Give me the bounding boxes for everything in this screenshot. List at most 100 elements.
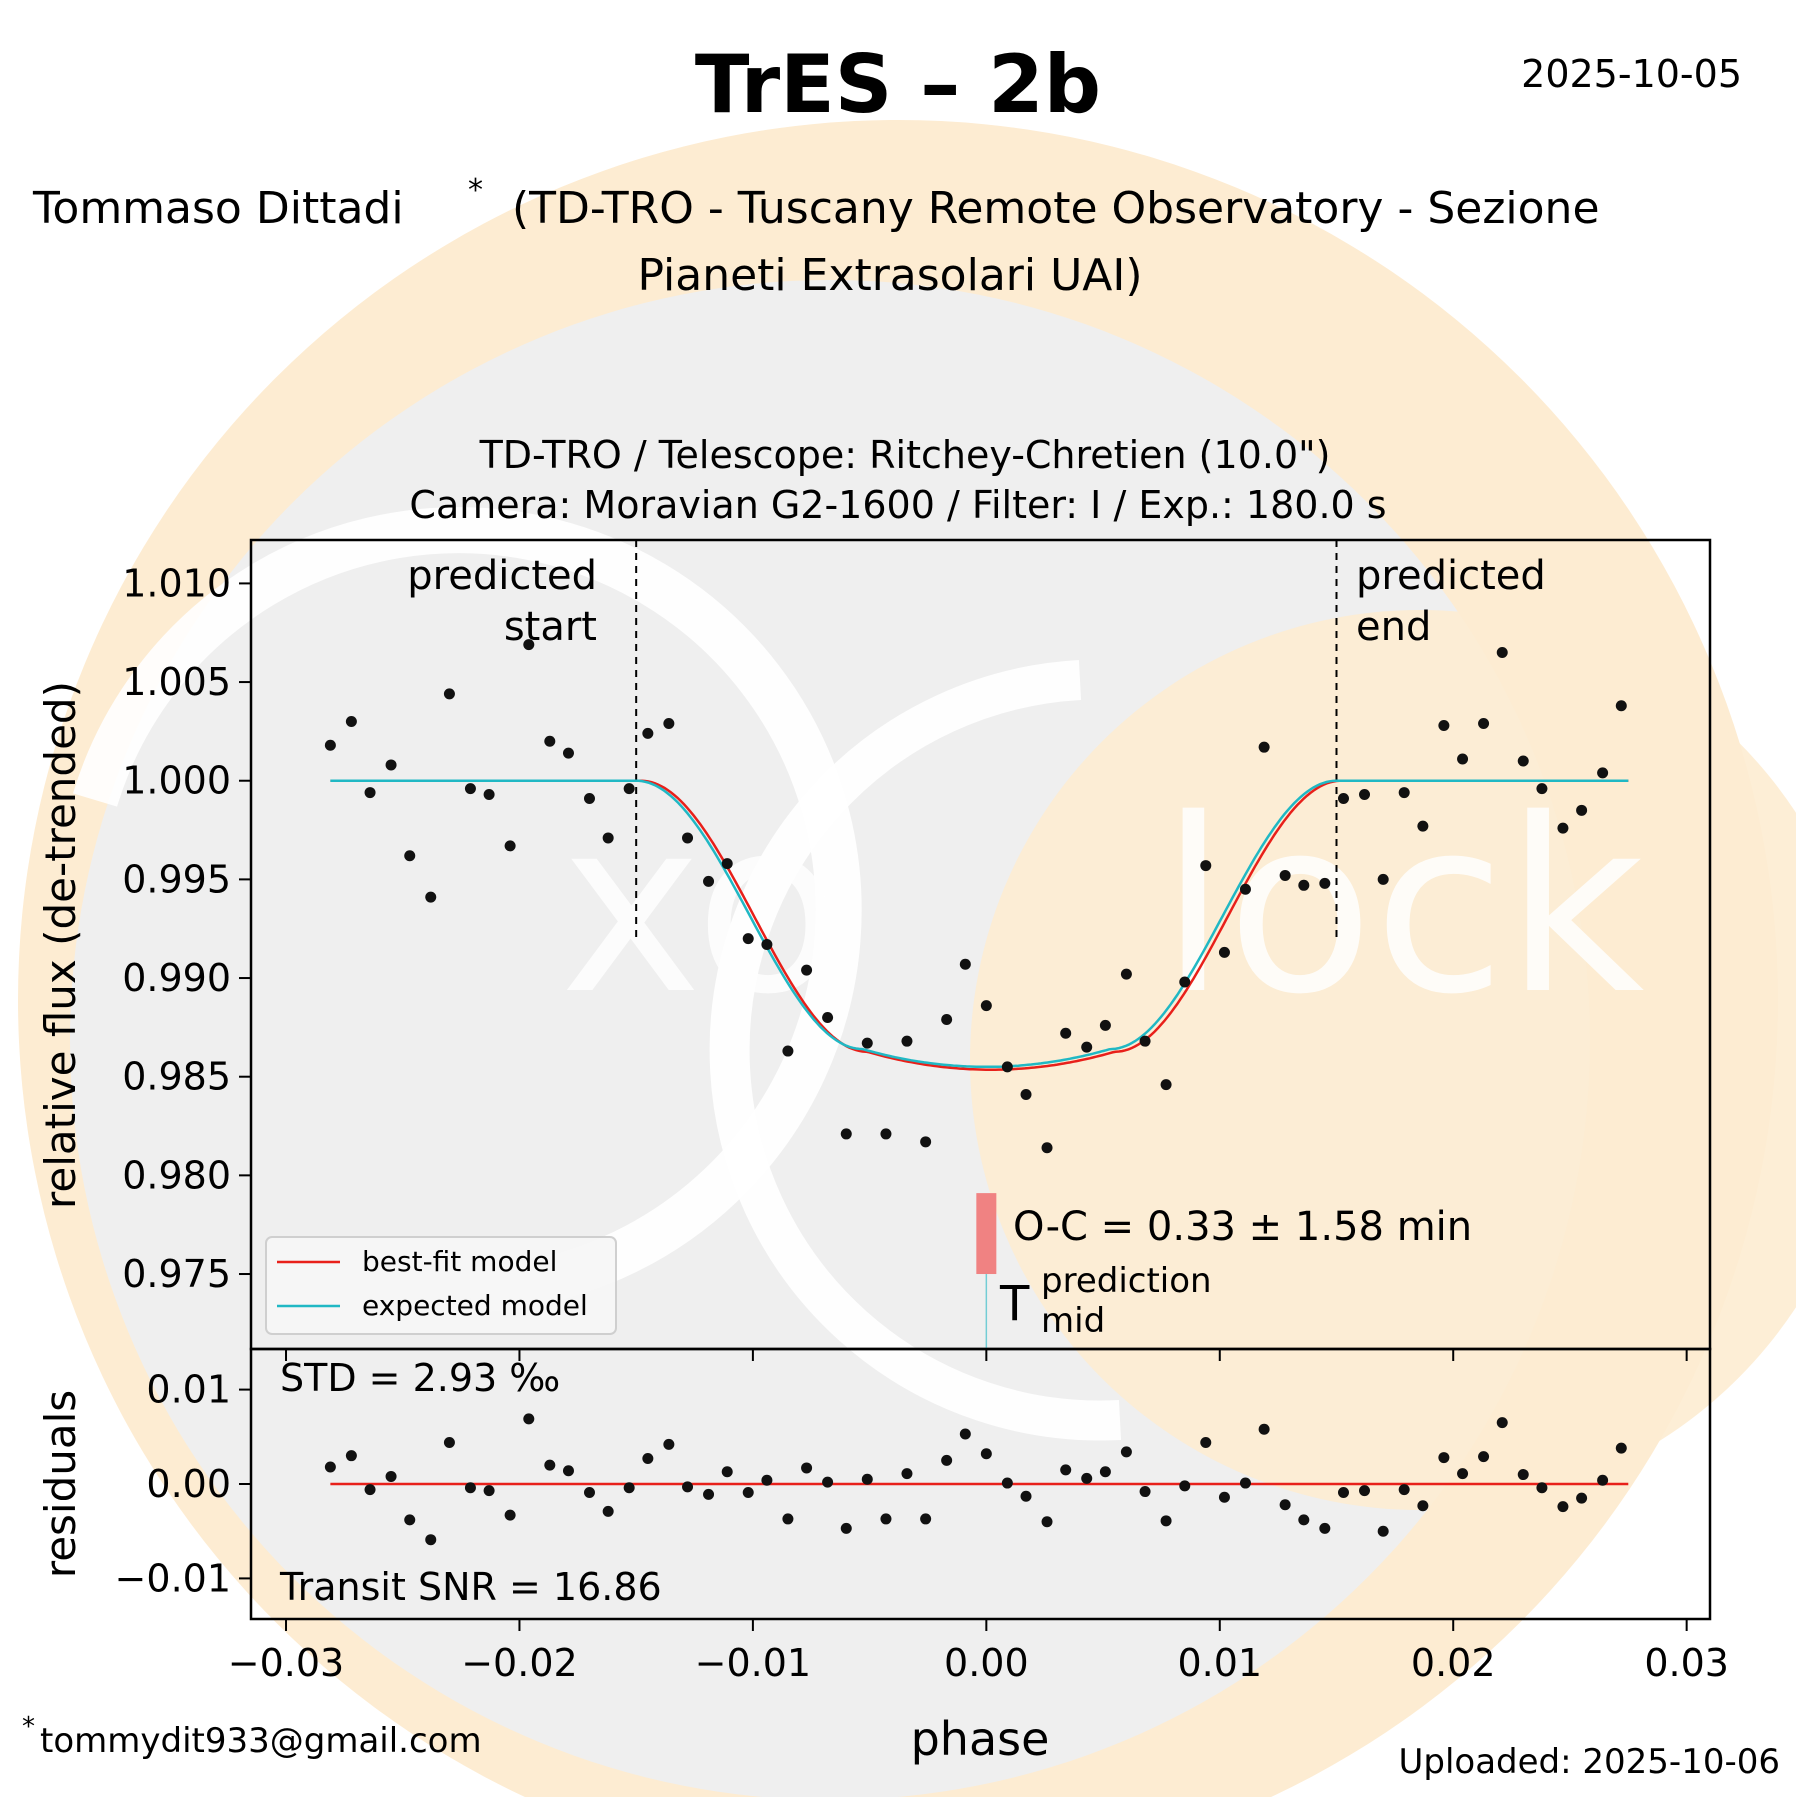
flux-point: [801, 964, 813, 976]
flux-point: [1200, 860, 1212, 872]
flux-point: [959, 958, 971, 970]
flux-point: [1615, 700, 1627, 712]
flux-point: [822, 1012, 834, 1024]
y-tick-label: −0.01: [115, 1556, 231, 1600]
residual-point: [1099, 1466, 1111, 1478]
flux-point: [1337, 792, 1349, 804]
residuals-x-ticks: −0.03 −0.02 −0.01 0.00 0.01 0.02 0.03: [228, 1619, 1729, 1685]
residual-point: [742, 1486, 754, 1498]
flux-point: [1417, 820, 1429, 832]
observer-affiliation-line2: Pianeti Extrasolari UAI): [637, 250, 1142, 301]
flux-point: [583, 792, 595, 804]
flux-point: [682, 832, 694, 844]
flux-point: [703, 875, 715, 887]
residual-point: [822, 1476, 834, 1488]
light-curve-y-ticks: 0.975 0.980 0.985 0.990 0.995 1.000 1.005 1.010: [122, 561, 251, 1296]
flux-point: [523, 639, 535, 651]
flux-point: [1457, 753, 1469, 765]
residual-point: [642, 1453, 654, 1465]
x-tick-label: −0.02: [461, 1641, 577, 1685]
snr-annotation: Transit SNR = 16.86: [279, 1565, 662, 1609]
residual-point: [1417, 1500, 1429, 1512]
legend-expected-label: expected model: [362, 1289, 588, 1322]
observer-name: Tommaso Dittadi: [32, 183, 404, 234]
x-tick-label: 0.00: [944, 1641, 1029, 1685]
flux-point: [1020, 1088, 1032, 1100]
flux-point: [1041, 1142, 1053, 1154]
contact-email: tommydit933@gmail.com: [40, 1721, 482, 1761]
predicted-end-label-line1: predicted: [1356, 553, 1546, 599]
flux-point: [1279, 869, 1291, 881]
flux-point: [1597, 767, 1609, 779]
residual-point: [1557, 1501, 1569, 1513]
residual-point: [941, 1454, 953, 1466]
observation-date: 2025-10-05: [1521, 52, 1742, 96]
residual-point: [959, 1428, 971, 1440]
flux-point: [861, 1037, 873, 1049]
residual-point: [1298, 1514, 1310, 1526]
legend-best-fit-label: best-fit model: [362, 1245, 557, 1278]
y-tick-label: 0.00: [146, 1462, 231, 1506]
residual-point: [364, 1484, 376, 1496]
oc-annotation: O-C = 0.33 ± 1.58 min: [1013, 1204, 1472, 1250]
std-annotation: STD = 2.93 ‰: [280, 1356, 560, 1400]
flux-point: [1576, 804, 1588, 816]
residual-point: [483, 1485, 495, 1497]
svg-text:lock: lock: [1160, 767, 1644, 1047]
flux-point: [425, 891, 437, 903]
residual-point: [1279, 1499, 1291, 1511]
flux-point: [1120, 968, 1132, 980]
flux-point: [623, 783, 635, 795]
flux-point: [642, 727, 654, 739]
residual-point: [345, 1450, 357, 1462]
residual-point: [1120, 1446, 1132, 1458]
flux-point: [504, 840, 516, 852]
flux-point: [1517, 755, 1529, 767]
expected-model-line: [330, 779, 1629, 1069]
uploaded-date: Uploaded: 2025-10-06: [1399, 1742, 1781, 1782]
residual-point: [1179, 1480, 1191, 1492]
residual-point: [1615, 1442, 1627, 1454]
residuals-y-ticks: −0.01 0.00 0.01: [115, 1368, 251, 1600]
residual-point: [721, 1466, 733, 1478]
flux-point: [880, 1128, 892, 1140]
observer-affiliation-line1: (TD-TRO - Tuscany Remote Observatory - S…: [512, 183, 1600, 234]
oc-bar: [976, 1193, 997, 1275]
residual-point: [1478, 1451, 1490, 1463]
residual-point: [504, 1509, 516, 1521]
flux-point: [1496, 646, 1508, 658]
residual-point: [404, 1514, 416, 1526]
x-tick-label: −0.01: [695, 1641, 811, 1685]
flux-point: [1557, 822, 1569, 834]
y-tick-label: 0.990: [122, 956, 231, 1000]
y-tick-label: 0.985: [122, 1055, 231, 1099]
residual-point: [920, 1513, 932, 1525]
flux-point: [562, 747, 574, 759]
residual-point: [544, 1459, 556, 1471]
residual-point: [682, 1481, 694, 1493]
residuals-panel: −0.01 0.00 0.01 −0.03 −0.02 −0.01 0.00 0.01 0.0…: [36, 1347, 1729, 1685]
residual-point: [1359, 1485, 1371, 1497]
residual-point: [583, 1486, 595, 1498]
flux-point: [483, 789, 495, 801]
residual-point: [861, 1473, 873, 1485]
light-curve-panel: 0.975 0.980 0.985 0.990 0.995 1.000 1.005 1.010…: [36, 538, 1712, 1361]
flux-point: [1377, 873, 1389, 885]
residual-point: [801, 1462, 813, 1474]
flux-point: [385, 759, 397, 771]
x-tick-label: −0.03: [228, 1641, 344, 1685]
y-tick-label: 1.010: [122, 561, 231, 605]
y-tick-label: 0.975: [122, 1252, 231, 1296]
x-tick-label: 0.02: [1411, 1641, 1496, 1685]
flux-point: [721, 858, 733, 870]
flux-point: [1160, 1079, 1172, 1091]
residual-point: [1597, 1474, 1609, 1486]
residual-point: [1457, 1468, 1469, 1480]
residual-point: [1517, 1469, 1529, 1481]
residual-point: [980, 1448, 992, 1460]
residual-point: [782, 1513, 794, 1525]
page-title: TrES – 2b: [695, 38, 1101, 131]
observer-star: *: [468, 173, 483, 208]
flux-point: [345, 716, 357, 728]
light-curve-x-ticks: [285, 1349, 1688, 1361]
